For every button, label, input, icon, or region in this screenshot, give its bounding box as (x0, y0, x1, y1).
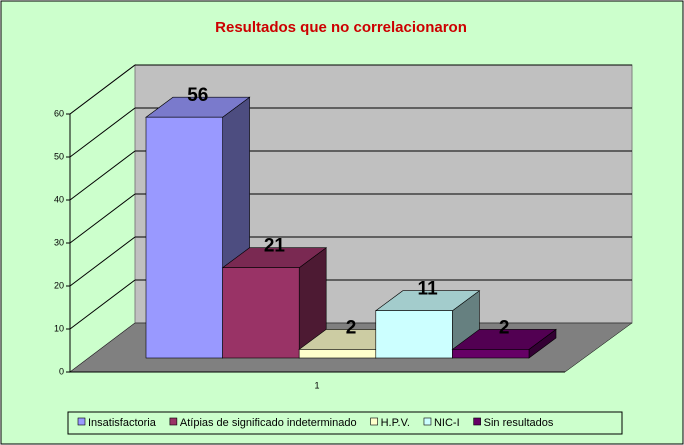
legend-label: Sin resultados (484, 417, 554, 429)
legend-label: Atípias de significado indeterminado (180, 417, 357, 429)
bar-front (298, 349, 377, 359)
y-tick-label: 20 (54, 280, 64, 290)
data-label: 11 (418, 279, 439, 300)
bar-front (145, 116, 223, 359)
data-label: 56 (187, 85, 208, 106)
legend (67, 411, 623, 435)
y-tick-label: 50 (54, 151, 64, 161)
grid-line (69, 193, 136, 244)
y-tick-label: 40 (54, 194, 64, 204)
legend-swatch (423, 417, 432, 426)
bar (221, 247, 328, 359)
bar-front (452, 349, 530, 359)
data-label: 2 (499, 317, 510, 338)
legend-label: Insatisfactoria (88, 417, 157, 429)
data-label: 21 (264, 236, 286, 257)
legend-swatch (169, 417, 178, 426)
grid-line (69, 279, 136, 330)
y-tick-label: 0 (59, 366, 64, 376)
legend-label: H.P.V. (381, 417, 410, 429)
legend-label: NIC-I (434, 417, 460, 429)
y-tick-label: 60 (54, 108, 64, 118)
bar (451, 328, 557, 359)
legend-swatch (473, 417, 481, 426)
data-label: 2 (346, 317, 357, 338)
y-tick-label: 10 (54, 323, 64, 333)
legend-swatch (370, 417, 378, 426)
x-tick-label: 1 (314, 380, 319, 390)
y-tick-label: 30 (54, 237, 64, 247)
grid-line (69, 107, 136, 158)
legend-swatch (77, 417, 86, 426)
bar-front (375, 310, 453, 359)
bar (374, 290, 481, 359)
bar-front (222, 267, 300, 359)
grid-line (69, 150, 136, 201)
chart-title: Resultados que no correlacionaron (215, 19, 467, 36)
grid-line (69, 64, 136, 115)
grid-line (69, 236, 136, 287)
